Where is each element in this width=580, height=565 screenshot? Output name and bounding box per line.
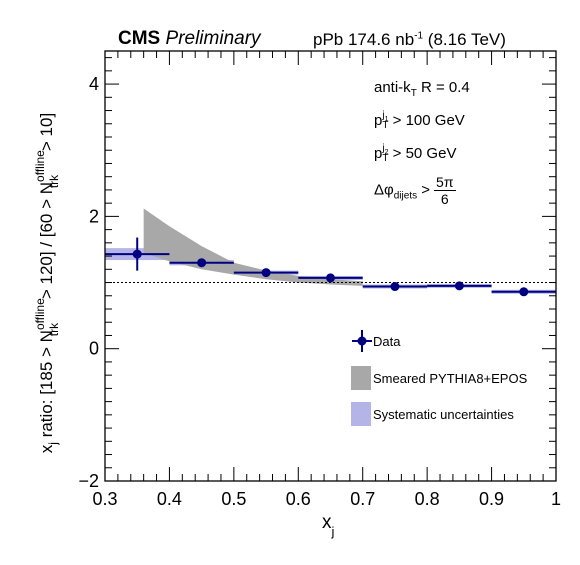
data-point <box>132 249 142 259</box>
x-tick-label: 1 <box>551 489 561 509</box>
annotation-pt1: p j1 T > 100 GeV <box>374 110 465 131</box>
luminosity-label: pPb 174.6 nb-1 (8.16 TeV) <box>313 30 506 50</box>
data-point <box>197 258 207 268</box>
annotation-dphi: Δφdijets >5π 6 <box>374 174 456 207</box>
legend-swatch-syst <box>351 402 371 426</box>
y-tick-label: 0 <box>89 339 99 359</box>
x-tick-label: 0.3 <box>92 489 117 509</box>
data-point <box>390 282 400 292</box>
data-point <box>454 281 464 291</box>
legend-swatch-mc <box>351 366 371 390</box>
data-point <box>326 273 335 283</box>
legend-label-data: Data <box>373 334 401 349</box>
annotation-algo: anti-kT R = 0.4 <box>374 79 470 99</box>
legend-data-marker <box>352 330 372 352</box>
x-tick-label: 0.6 <box>286 489 311 509</box>
legend-label-syst: Systematic uncertainties <box>373 407 514 422</box>
x-tick-label: 0.9 <box>479 489 504 509</box>
mc-band <box>143 208 363 286</box>
annotation-pt2: p j2 T > 50 GeV <box>374 143 457 164</box>
dataset-label: pPb 174.6 nb <box>313 30 415 49</box>
dataset-exponent: -1 <box>414 30 424 42</box>
cms-header: CMS Preliminary <box>118 28 261 50</box>
energy-label: (8.16 TeV) <box>427 30 506 49</box>
data-point <box>261 268 271 278</box>
x-tick-label: 0.5 <box>221 489 246 509</box>
plot-frame <box>104 50 557 482</box>
x-tick-label: 0.4 <box>157 489 182 509</box>
experiment-label: CMS <box>118 28 161 49</box>
x-tick-label: 0.8 <box>415 489 440 509</box>
legend-label-mc: Smeared PYTHIA8+EPOS <box>373 371 528 386</box>
data-point <box>519 287 529 297</box>
y-axis-label-group: xj ratio: [185 > Nofflinetrk > 120] / [6… <box>33 113 61 453</box>
y-axis-label: xj ratio: [185 > Nofflinetrk > 120] / [6… <box>33 113 61 453</box>
x-tick-label: 0.7 <box>350 489 375 509</box>
legend: Data Smeared PYTHIA8+EPOS Systematic unc… <box>351 330 528 426</box>
y-tick-label: 2 <box>89 206 99 226</box>
y-tick-label: −2 <box>78 471 99 491</box>
y-tick-label: 4 <box>89 74 99 94</box>
data-points <box>105 237 556 297</box>
axis-ticks: 0.3 0.4 0.5 0.6 0.7 0.8 0.9 1 −2 0 2 4 <box>78 51 561 509</box>
status-label: Preliminary <box>165 28 261 49</box>
x-axis-label: xj <box>322 512 335 539</box>
